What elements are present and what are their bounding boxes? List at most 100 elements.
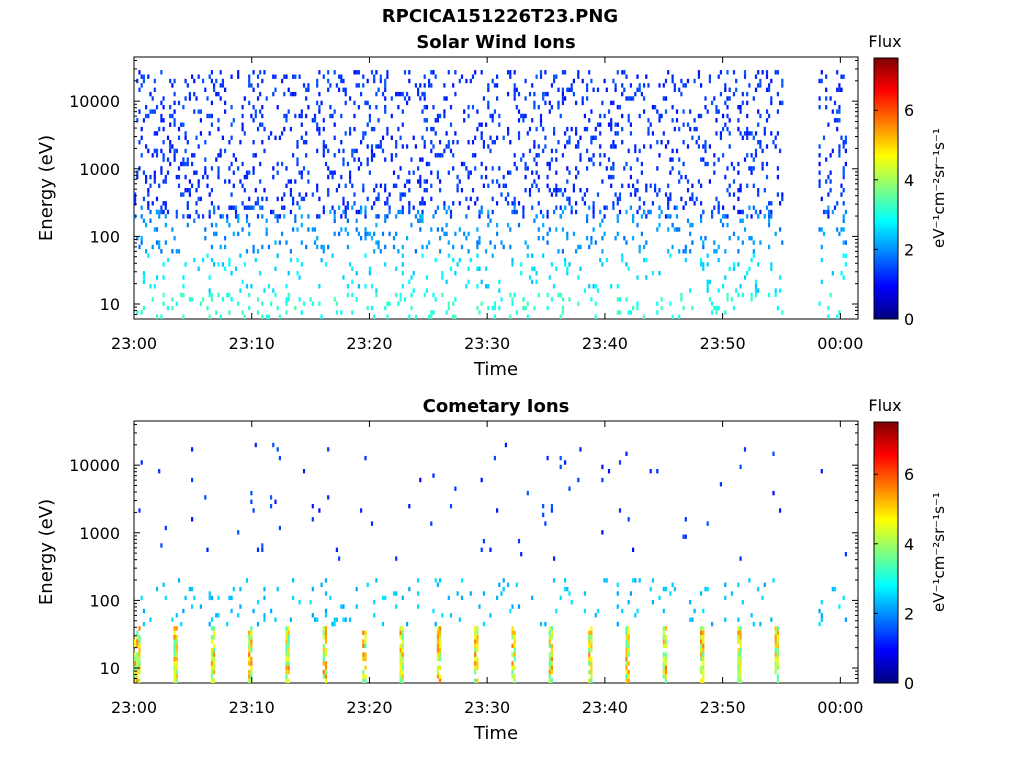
spectrogram-cell	[215, 310, 218, 315]
spectrogram-cell	[774, 661, 777, 666]
spectrogram-cell	[460, 244, 464, 250]
spectrogram-cell	[283, 205, 286, 210]
spectrogram-cell	[182, 275, 185, 280]
spectrogram-cell	[430, 70, 433, 75]
spectrogram-cell	[825, 209, 828, 215]
spectrogram-cell	[252, 170, 255, 175]
spectrogram-cell	[678, 87, 681, 92]
spectrogram-cell	[588, 284, 591, 289]
spectrogram-cell	[590, 656, 593, 662]
spectrogram-cell	[601, 218, 604, 223]
spectrogram-cell	[432, 473, 435, 478]
spectrogram-cell	[724, 310, 727, 315]
spectrogram-cell	[263, 148, 266, 154]
spectrogram-cell	[149, 174, 152, 180]
spectrogram-cell	[169, 144, 172, 149]
spectrogram-cell	[581, 196, 584, 202]
spectrogram-cell	[634, 613, 637, 618]
spectrogram-cell	[517, 118, 521, 123]
spectrogram-cell	[447, 170, 450, 175]
spectrogram-cell	[577, 275, 580, 280]
spectrogram-cell	[623, 236, 626, 241]
spectrogram-cell	[313, 617, 317, 622]
spectrogram-cell	[607, 122, 611, 127]
spectrogram-cell	[160, 209, 163, 215]
spectrogram-cell	[517, 131, 521, 136]
spectrogram-cell	[625, 648, 628, 653]
spectrogram-cell	[364, 656, 367, 662]
spectrogram-cell	[743, 131, 747, 136]
spectrogram-cell	[770, 266, 773, 271]
spectrogram-cell	[493, 109, 496, 114]
spectrogram-cell	[594, 135, 597, 140]
spectrogram-cell	[489, 218, 492, 223]
spectrogram-cell	[307, 170, 310, 175]
spectrogram-cell	[342, 196, 345, 202]
spectrogram-cell	[202, 257, 205, 263]
spectrogram-cell	[539, 122, 543, 127]
spectrogram-cell	[746, 214, 749, 219]
y-tick-label: 10000	[69, 456, 120, 475]
spectrogram-cell	[625, 626, 628, 631]
spectrogram-cell	[401, 122, 404, 127]
spectrogram-cell	[480, 205, 483, 210]
spectrogram-cell	[138, 140, 141, 145]
spectrogram-cell	[537, 236, 540, 241]
spectrogram-cell	[627, 639, 630, 644]
spectrogram-cell	[594, 613, 597, 618]
spectrogram-cell	[610, 174, 613, 180]
spectrogram-cell	[287, 661, 290, 666]
spectrogram-cell	[636, 74, 639, 79]
spectrogram-cell	[370, 153, 374, 158]
spectrogram-cell	[248, 648, 251, 653]
spectrogram-cell	[316, 78, 319, 84]
spectrogram-cell	[377, 118, 380, 123]
spectrogram-cell	[820, 613, 823, 618]
spectrogram-cell	[373, 201, 376, 206]
spectrogram-cell	[724, 275, 727, 280]
spectrogram-cell	[173, 669, 176, 675]
spectrogram-cell	[513, 209, 516, 215]
spectrogram-cell	[818, 153, 821, 158]
spectrogram-cell	[719, 218, 722, 223]
spectrogram-cell	[142, 271, 145, 276]
spectrogram-cell	[621, 253, 624, 258]
spectrogram-cell	[331, 253, 334, 258]
spectrogram-cell	[842, 170, 845, 175]
spectrogram-cell	[285, 74, 288, 79]
spectrogram-cell	[160, 70, 163, 75]
spectrogram-cell	[719, 482, 722, 487]
spectrogram-cell	[346, 161, 349, 167]
spectrogram-cell	[491, 209, 494, 215]
spectrogram-cell	[590, 140, 593, 145]
spectrogram-cell	[577, 170, 580, 175]
spectrogram-cell	[421, 109, 424, 114]
spectrogram-cell	[596, 288, 600, 293]
spectrogram-cell	[471, 188, 475, 193]
spectrogram-cell	[634, 188, 637, 193]
spectrogram-cell	[522, 297, 525, 302]
spectrogram-cell	[728, 131, 731, 136]
spectrogram-cell	[417, 87, 420, 92]
spectrogram-cell	[324, 626, 328, 631]
spectrogram-cell	[256, 249, 260, 254]
spectrogram-cell	[632, 547, 635, 552]
spectrogram-cell	[344, 183, 347, 188]
spectrogram-cell	[522, 305, 525, 311]
spectrogram-cell	[213, 656, 216, 662]
spectrogram-cell	[818, 179, 821, 184]
spectrogram-cell	[399, 635, 402, 640]
spectrogram-cell	[171, 297, 174, 302]
spectrogram-cell	[370, 305, 374, 311]
spectrogram-cell	[248, 74, 251, 79]
spectrogram-cell	[844, 552, 847, 557]
spectrogram-cell	[539, 74, 543, 79]
spectrogram-cell	[559, 314, 562, 319]
spectrogram-cell	[274, 74, 277, 79]
spectrogram-cell	[680, 174, 683, 180]
spectrogram-cell	[838, 83, 841, 88]
spectrogram-cell	[489, 113, 492, 119]
spectrogram-cell	[460, 578, 464, 583]
spectrogram-cell	[682, 249, 685, 254]
